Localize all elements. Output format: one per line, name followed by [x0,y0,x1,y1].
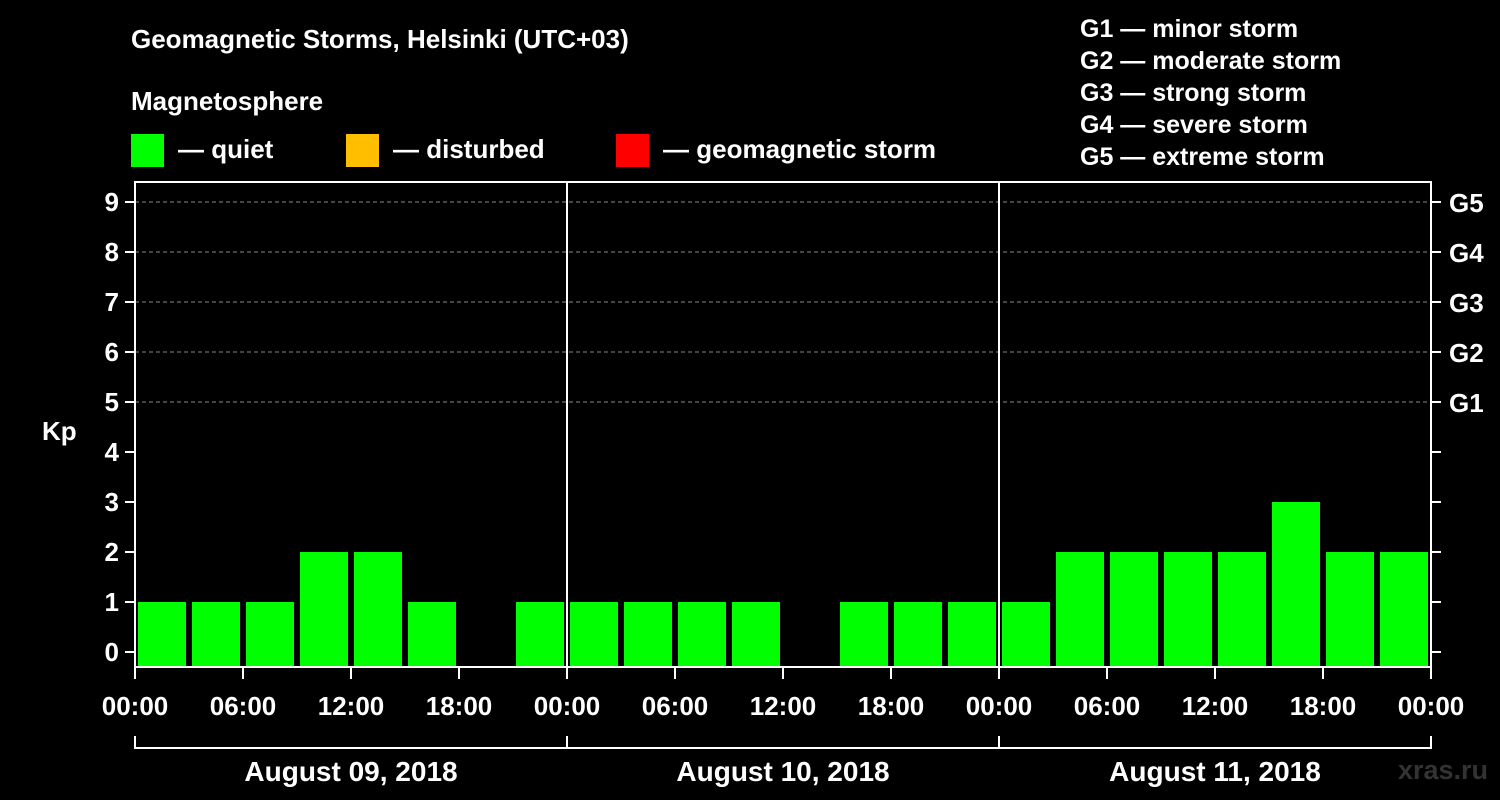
right-label-g3: G3 [1449,288,1484,318]
right-label-g1: G1 [1449,388,1484,418]
bar-9 [624,602,672,667]
bar-21 [1272,502,1320,667]
day-label-2: August 11, 2018 [1109,756,1321,787]
ytick-label-7: 7 [105,287,119,317]
legend-swatch-storm [616,134,649,167]
right-label-g4: G4 [1449,238,1484,268]
bar-8 [570,602,618,667]
xtick-label-1: 06:00 [210,691,277,721]
right-label-g2: G2 [1449,338,1484,368]
scale-g1: G1 — minor storm [1080,15,1299,43]
legend-label-disturbed: — disturbed [393,134,545,164]
ytick-label-4: 4 [105,437,120,467]
bar-1 [192,602,240,667]
xtick-label-2: 12:00 [318,691,385,721]
legend-title: Magnetosphere [131,86,324,116]
bar-3 [300,552,348,667]
xtick-label-11: 18:00 [1290,691,1357,721]
xtick-label-12: 00:00 [1398,691,1465,721]
xtick-label-10: 12:00 [1182,691,1249,721]
bar-20 [1218,552,1266,667]
scale-g3: G3 — strong storm [1080,79,1307,107]
xtick-label-6: 12:00 [750,691,817,721]
bar-18 [1110,552,1158,667]
xtick-label-0: 00:00 [102,691,169,721]
bar-15 [948,602,996,667]
bar-2 [246,602,294,667]
ytick-label-6: 6 [105,337,119,367]
legend-label-storm: — geomagnetic storm [663,134,937,164]
day-label-1: August 10, 2018 [676,756,889,787]
bar-11 [732,602,780,667]
ytick-label-1: 1 [105,587,119,617]
bar-16 [1002,602,1050,667]
bar-10 [678,602,726,667]
ytick-label-5: 5 [105,387,119,417]
watermark: xras.ru [1397,755,1488,785]
ytick-label-0: 0 [105,637,119,667]
right-label-g5: G5 [1449,188,1484,218]
ytick-label-9: 9 [105,187,119,217]
chart-title: Geomagnetic Storms, Helsinki (UTC+03) [131,24,629,54]
xtick-label-9: 06:00 [1074,691,1141,721]
ytick-label-2: 2 [105,537,119,567]
bar-22 [1326,552,1374,667]
scale-g4: G4 — severe storm [1080,111,1308,139]
xtick-label-3: 18:00 [426,691,493,721]
day-label-0: August 09, 2018 [244,756,457,787]
legend-label-quiet: — quiet [178,134,274,164]
bar-19 [1164,552,1212,667]
scale-g2: G2 — moderate storm [1080,47,1342,75]
xtick-label-7: 18:00 [858,691,925,721]
xtick-label-4: 00:00 [534,691,601,721]
bar-17 [1056,552,1104,667]
bar-0 [138,602,186,667]
xtick-label-5: 06:00 [642,691,709,721]
bar-14 [894,602,942,667]
ytick-label-8: 8 [105,237,119,267]
xtick-label-8: 00:00 [966,691,1033,721]
bar-5 [408,602,456,667]
legend-swatch-quiet [131,134,164,167]
bar-23 [1380,552,1428,667]
y-axis-label: Kp [42,416,77,446]
bar-4 [354,552,402,667]
bar-13 [840,602,888,667]
legend-swatch-disturbed [346,134,379,167]
ytick-label-3: 3 [105,487,119,517]
bar-7 [516,602,564,667]
scale-g5: G5 — extreme storm [1080,143,1325,171]
